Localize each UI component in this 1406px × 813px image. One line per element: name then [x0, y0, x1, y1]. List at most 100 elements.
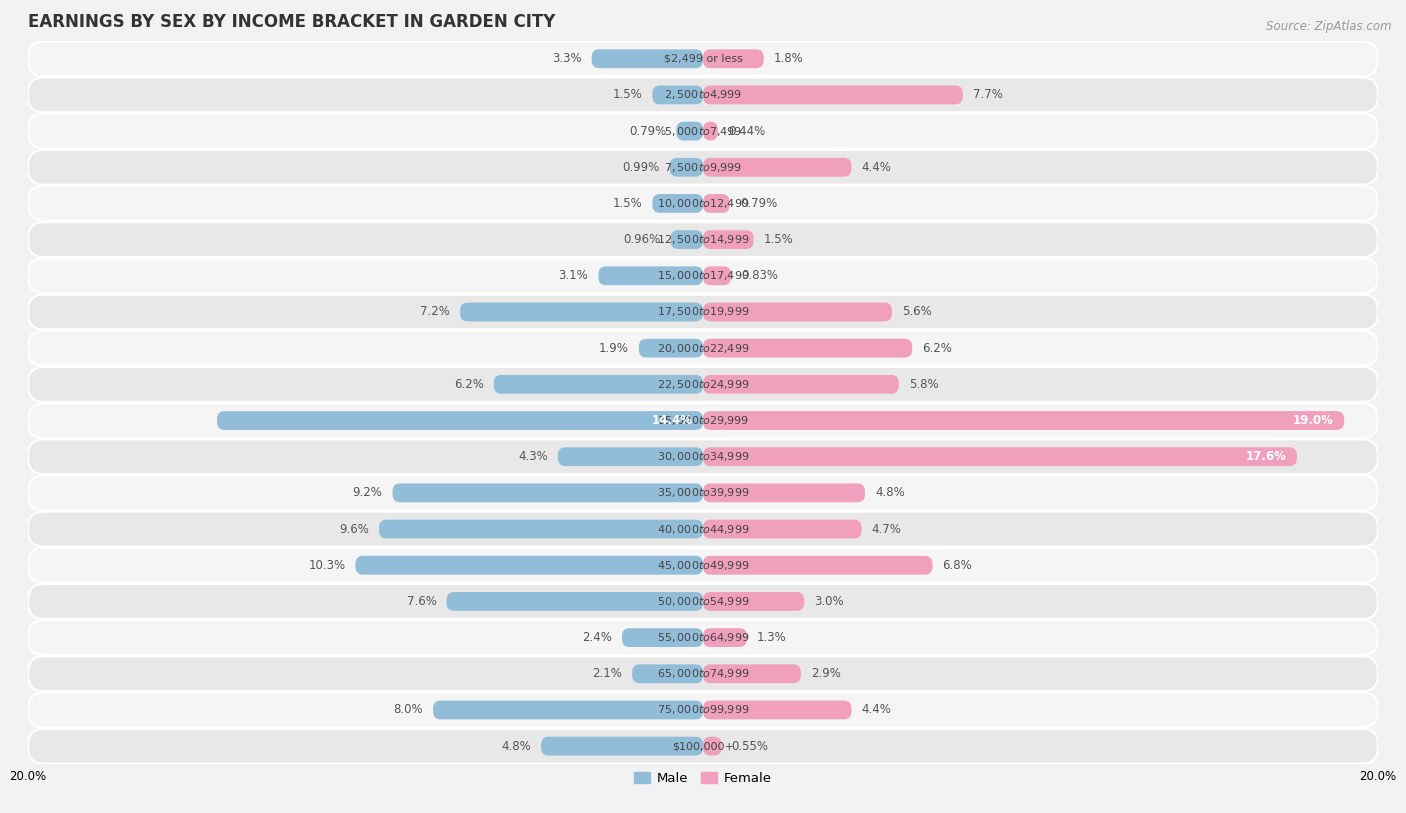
FancyBboxPatch shape — [433, 701, 703, 720]
Text: 7.7%: 7.7% — [973, 89, 1002, 102]
Text: 1.5%: 1.5% — [613, 197, 643, 210]
FancyBboxPatch shape — [703, 701, 852, 720]
Text: $30,000 to $34,999: $30,000 to $34,999 — [657, 450, 749, 463]
Text: 3.3%: 3.3% — [553, 52, 582, 65]
FancyBboxPatch shape — [703, 411, 1344, 430]
Text: 2.9%: 2.9% — [811, 667, 841, 680]
Text: 3.1%: 3.1% — [558, 269, 588, 282]
FancyBboxPatch shape — [703, 158, 852, 176]
Text: 5.8%: 5.8% — [908, 378, 938, 391]
Text: 6.2%: 6.2% — [454, 378, 484, 391]
Text: 4.4%: 4.4% — [862, 703, 891, 716]
FancyBboxPatch shape — [638, 339, 703, 358]
Text: 14.4%: 14.4% — [652, 414, 693, 427]
FancyBboxPatch shape — [28, 620, 1378, 655]
Text: $15,000 to $17,499: $15,000 to $17,499 — [657, 269, 749, 282]
FancyBboxPatch shape — [558, 447, 703, 466]
Text: EARNINGS BY SEX BY INCOME BRACKET IN GARDEN CITY: EARNINGS BY SEX BY INCOME BRACKET IN GAR… — [28, 13, 555, 31]
FancyBboxPatch shape — [669, 158, 703, 176]
Text: 9.6%: 9.6% — [339, 523, 368, 536]
FancyBboxPatch shape — [28, 584, 1378, 619]
FancyBboxPatch shape — [703, 267, 731, 285]
Text: 1.5%: 1.5% — [613, 89, 643, 102]
FancyBboxPatch shape — [703, 628, 747, 647]
Text: $5,000 to $7,499: $5,000 to $7,499 — [664, 124, 742, 137]
FancyBboxPatch shape — [621, 628, 703, 647]
Text: 0.44%: 0.44% — [728, 124, 765, 137]
FancyBboxPatch shape — [28, 77, 1378, 112]
Text: $12,500 to $14,999: $12,500 to $14,999 — [657, 233, 749, 246]
FancyBboxPatch shape — [703, 339, 912, 358]
Text: $20,000 to $22,499: $20,000 to $22,499 — [657, 341, 749, 354]
FancyBboxPatch shape — [703, 50, 763, 68]
FancyBboxPatch shape — [28, 728, 1378, 763]
FancyBboxPatch shape — [671, 230, 703, 249]
Text: 0.55%: 0.55% — [731, 740, 769, 753]
Text: $55,000 to $64,999: $55,000 to $64,999 — [657, 631, 749, 644]
Text: 4.8%: 4.8% — [875, 486, 905, 499]
FancyBboxPatch shape — [28, 331, 1378, 366]
FancyBboxPatch shape — [703, 664, 801, 683]
Text: $17,500 to $19,999: $17,500 to $19,999 — [657, 306, 749, 319]
Text: $100,000+: $100,000+ — [672, 741, 734, 751]
Text: $7,500 to $9,999: $7,500 to $9,999 — [664, 161, 742, 174]
Text: $65,000 to $74,999: $65,000 to $74,999 — [657, 667, 749, 680]
Text: Source: ZipAtlas.com: Source: ZipAtlas.com — [1267, 20, 1392, 33]
FancyBboxPatch shape — [460, 302, 703, 321]
FancyBboxPatch shape — [28, 367, 1378, 402]
Text: $50,000 to $54,999: $50,000 to $54,999 — [657, 595, 749, 608]
FancyBboxPatch shape — [380, 520, 703, 538]
FancyBboxPatch shape — [28, 294, 1378, 329]
Text: $25,000 to $29,999: $25,000 to $29,999 — [657, 414, 749, 427]
Text: 0.79%: 0.79% — [740, 197, 778, 210]
FancyBboxPatch shape — [28, 656, 1378, 691]
FancyBboxPatch shape — [703, 122, 718, 141]
FancyBboxPatch shape — [28, 114, 1378, 149]
FancyBboxPatch shape — [592, 50, 703, 68]
FancyBboxPatch shape — [28, 41, 1378, 76]
FancyBboxPatch shape — [217, 411, 703, 430]
Text: 10.3%: 10.3% — [308, 559, 346, 572]
FancyBboxPatch shape — [28, 548, 1378, 583]
Text: 1.9%: 1.9% — [599, 341, 628, 354]
FancyBboxPatch shape — [703, 447, 1296, 466]
Text: 5.6%: 5.6% — [903, 306, 932, 319]
Text: 1.8%: 1.8% — [773, 52, 804, 65]
FancyBboxPatch shape — [28, 403, 1378, 438]
Text: 9.2%: 9.2% — [353, 486, 382, 499]
Text: 6.8%: 6.8% — [942, 559, 973, 572]
Text: 1.5%: 1.5% — [763, 233, 793, 246]
FancyBboxPatch shape — [447, 592, 703, 611]
FancyBboxPatch shape — [703, 230, 754, 249]
Text: 19.0%: 19.0% — [1294, 414, 1334, 427]
Text: 0.83%: 0.83% — [741, 269, 778, 282]
Text: 0.79%: 0.79% — [628, 124, 666, 137]
FancyBboxPatch shape — [703, 194, 730, 213]
Text: 0.96%: 0.96% — [623, 233, 661, 246]
FancyBboxPatch shape — [703, 737, 721, 755]
Text: 4.7%: 4.7% — [872, 523, 901, 536]
FancyBboxPatch shape — [703, 302, 891, 321]
Text: $2,499 or less: $2,499 or less — [664, 54, 742, 63]
FancyBboxPatch shape — [28, 186, 1378, 221]
Text: 17.6%: 17.6% — [1246, 450, 1286, 463]
Text: 2.4%: 2.4% — [582, 631, 612, 644]
FancyBboxPatch shape — [676, 122, 703, 141]
FancyBboxPatch shape — [28, 476, 1378, 511]
FancyBboxPatch shape — [28, 439, 1378, 474]
Text: 7.6%: 7.6% — [406, 595, 436, 608]
Text: 1.3%: 1.3% — [756, 631, 787, 644]
FancyBboxPatch shape — [541, 737, 703, 755]
Text: 0.99%: 0.99% — [623, 161, 659, 174]
FancyBboxPatch shape — [599, 267, 703, 285]
FancyBboxPatch shape — [703, 556, 932, 575]
Text: 3.0%: 3.0% — [814, 595, 844, 608]
Text: $40,000 to $44,999: $40,000 to $44,999 — [657, 523, 749, 536]
Text: 4.8%: 4.8% — [501, 740, 531, 753]
FancyBboxPatch shape — [633, 664, 703, 683]
Text: $45,000 to $49,999: $45,000 to $49,999 — [657, 559, 749, 572]
FancyBboxPatch shape — [392, 484, 703, 502]
Text: 6.2%: 6.2% — [922, 341, 952, 354]
FancyBboxPatch shape — [28, 150, 1378, 185]
FancyBboxPatch shape — [703, 520, 862, 538]
